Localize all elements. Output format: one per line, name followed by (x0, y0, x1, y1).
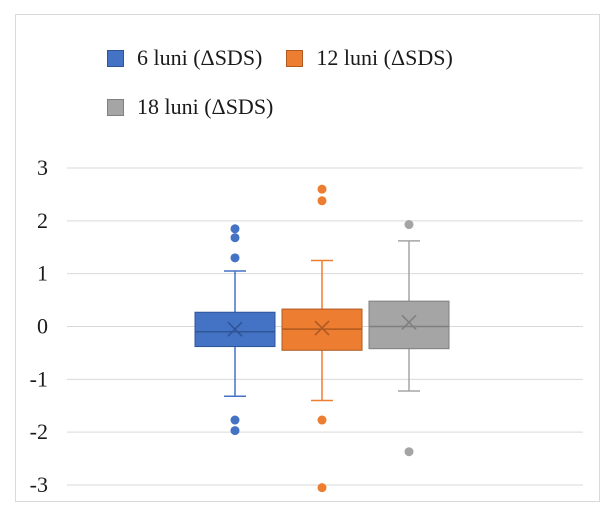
y-tick-label-2: 1 (37, 261, 48, 286)
legend-label-6-luni: 6 luni (ΔSDS) (137, 45, 263, 70)
series-1-outlier-2 (317, 415, 327, 425)
series-2-outlier-0 (404, 220, 414, 230)
y-tick-label-3: 0 (37, 314, 48, 339)
series-2-outlier-1 (404, 447, 414, 457)
series-0-box (194, 311, 276, 348)
y-tick-label-6: -3 (30, 472, 48, 497)
legend-swatch-6-luni (107, 49, 124, 67)
series-1-mean-marker-b (314, 320, 330, 336)
y-tick-label-1: 2 (37, 208, 48, 233)
y-tick-label-4: -1 (30, 366, 48, 391)
legend-label-12-luni: 12 luni (ΔSDS) (316, 45, 453, 70)
series-2-mean-marker-b (401, 314, 417, 330)
series-1-outlier-1 (317, 196, 327, 206)
chart-frame (15, 14, 600, 502)
legend-row-1: 6 luni (ΔSDS) 12 luni (ΔSDS) (107, 47, 477, 69)
series-0-outlier-4 (230, 426, 240, 436)
legend-swatch-12-luni (286, 49, 304, 67)
legend-item-6-luni: 6 luni (ΔSDS) (107, 47, 262, 69)
legend-label-18-luni: 18 luni (ΔSDS) (137, 94, 274, 119)
series-0-outlier-3 (230, 415, 240, 425)
series-0-outlier-1 (230, 233, 240, 243)
legend-item-18-luni: 18 luni (ΔSDS) (107, 96, 273, 118)
series-0-outlier-2 (230, 253, 240, 263)
series-0-outlier-0 (230, 224, 240, 234)
series-1-outlier-0 (317, 184, 327, 194)
series-2-box (368, 300, 450, 350)
series-1-outlier-3 (317, 483, 327, 493)
legend-item-12-luni: 12 luni (ΔSDS) (286, 45, 453, 70)
y-tick-label-5: -2 (30, 419, 48, 444)
series-0-mean-marker-b (227, 321, 243, 337)
y-tick-label-0: 3 (37, 155, 48, 180)
legend-swatch-18-luni (107, 98, 124, 116)
legend-row-2: 18 luni (ΔSDS) (107, 96, 297, 118)
